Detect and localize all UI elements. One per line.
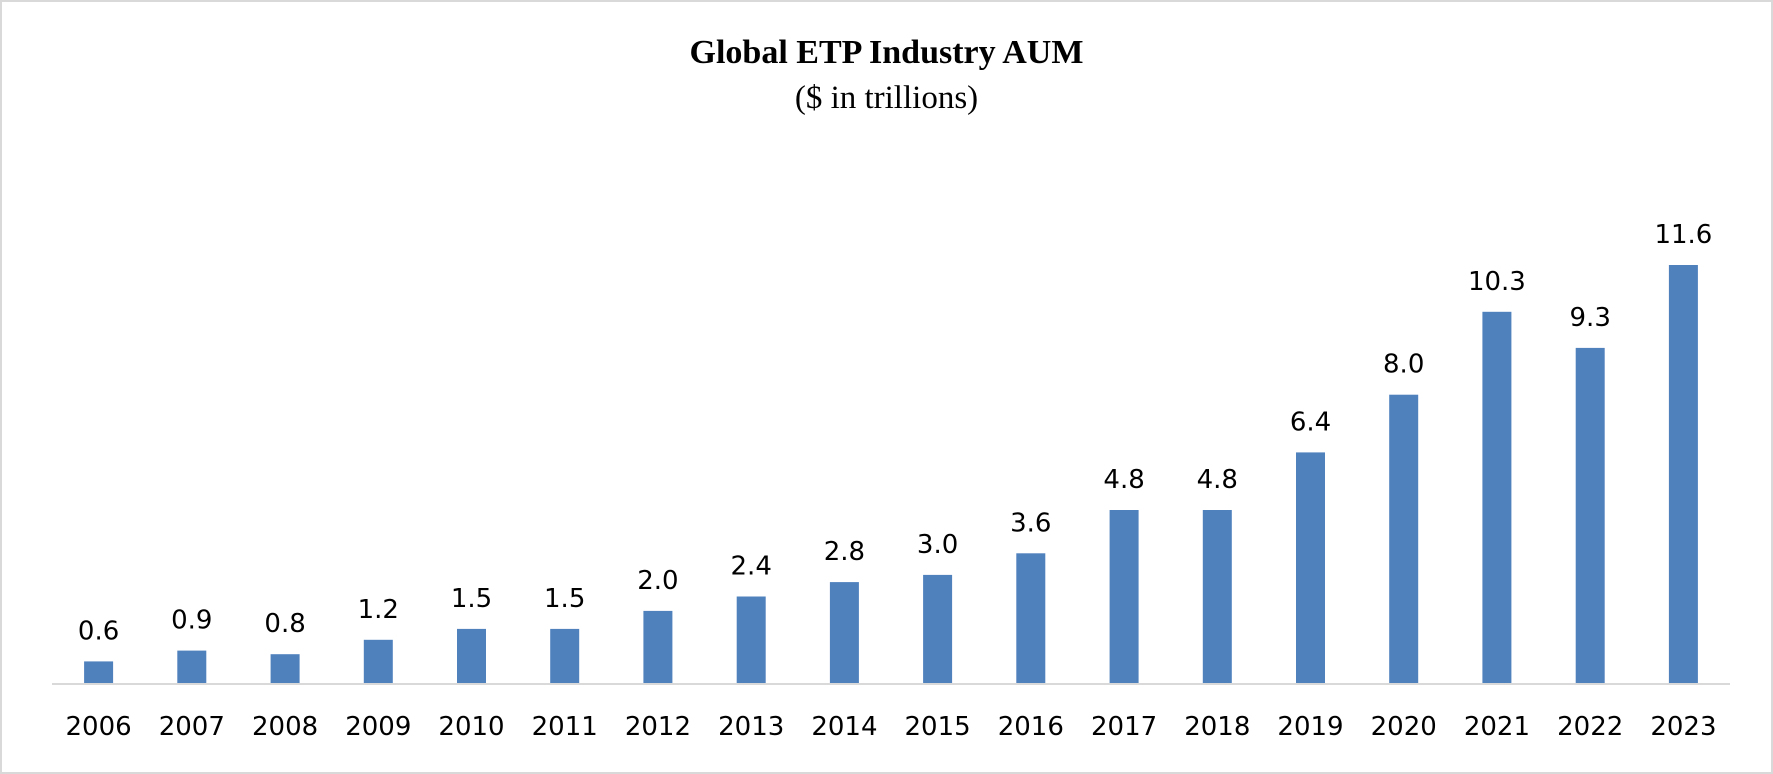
value-label-2023: 11.6 (1654, 220, 1712, 250)
bar-2017 (1109, 510, 1139, 683)
value-label-2015: 3.0 (917, 530, 958, 560)
bar-2022 (1575, 347, 1605, 683)
bar-series (84, 265, 1698, 683)
bar-2023 (1668, 265, 1698, 683)
x-tick-2013: 2013 (718, 712, 784, 742)
value-label-2021: 10.3 (1468, 267, 1526, 297)
bar-2013 (736, 596, 766, 683)
x-tick-2019: 2019 (1277, 712, 1343, 742)
value-label-2019: 6.4 (1290, 407, 1331, 437)
bar-2011 (550, 628, 580, 683)
x-tick-2007: 2007 (159, 712, 225, 742)
value-label-2010: 1.5 (451, 584, 492, 614)
x-tick-2015: 2015 (905, 712, 971, 742)
bar-2018 (1202, 510, 1232, 683)
bar-2014 (829, 582, 859, 683)
x-tick-2020: 2020 (1371, 712, 1437, 742)
x-tick-2012: 2012 (625, 712, 691, 742)
value-labels: 0.6 0.9 0.8 1.2 1.5 1.5 2.0 2.4 2.8 3.0 3.6 4.8 4.8 6… (78, 220, 1712, 646)
x-tick-2023: 2023 (1650, 712, 1716, 742)
x-tick-2006: 2006 (66, 712, 132, 742)
bar-2009 (363, 639, 393, 683)
bar-2012 (643, 610, 673, 683)
bar-2010 (457, 628, 486, 683)
x-tick-2022: 2022 (1557, 712, 1623, 742)
chart-title: Global ETP Industry AUM (689, 34, 1084, 71)
bar-2006 (84, 661, 114, 683)
bar-2019 (1296, 452, 1325, 683)
value-label-2018: 4.8 (1197, 465, 1238, 495)
bar-2015 (923, 574, 953, 683)
x-tick-2018: 2018 (1184, 712, 1250, 742)
bar-2016 (1016, 553, 1046, 683)
bar-2008 (270, 654, 300, 683)
x-tick-2017: 2017 (1091, 712, 1157, 742)
x-tick-labels: 2006 2007 2008 2009 2010 2011 2012 2013 2014 2015… (66, 712, 1717, 742)
value-label-2016: 3.6 (1010, 508, 1051, 538)
value-label-2022: 9.3 (1570, 303, 1611, 333)
value-label-2014: 2.8 (824, 537, 865, 567)
x-tick-2010: 2010 (438, 712, 504, 742)
value-label-2009: 1.2 (358, 595, 399, 625)
value-label-2020: 8.0 (1383, 350, 1424, 380)
x-tick-2016: 2016 (998, 712, 1064, 742)
value-label-2013: 2.4 (731, 552, 772, 582)
value-label-2011: 1.5 (544, 584, 585, 614)
x-tick-2008: 2008 (252, 712, 318, 742)
x-tick-2009: 2009 (345, 712, 411, 742)
x-tick-2011: 2011 (532, 712, 598, 742)
x-tick-2014: 2014 (811, 712, 877, 742)
bar-2007 (177, 650, 207, 683)
value-label-2017: 4.8 (1103, 465, 1144, 495)
value-label-2007: 0.9 (171, 606, 212, 636)
chart-subtitle: ($ in trillions) (794, 80, 979, 116)
bar-2020 (1389, 394, 1419, 683)
value-label-2006: 0.6 (78, 616, 119, 646)
value-label-2008: 0.8 (264, 609, 305, 639)
bar-2021 (1482, 311, 1512, 683)
x-tick-2021: 2021 (1464, 712, 1530, 742)
value-label-2012: 2.0 (637, 566, 678, 596)
